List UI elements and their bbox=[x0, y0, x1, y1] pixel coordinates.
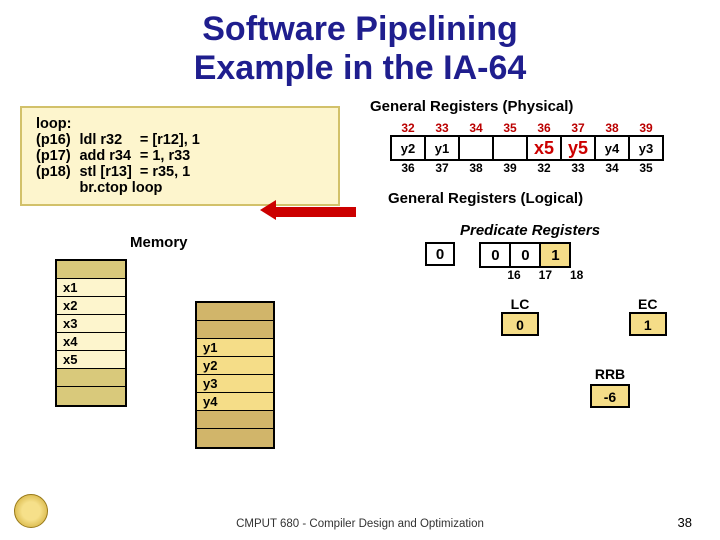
reg-log-num: 38 bbox=[459, 160, 493, 175]
reg-cell: y4 bbox=[595, 136, 629, 160]
ec-label: EC bbox=[618, 296, 678, 312]
register-physical-table: 32 33 34 35 36 37 38 39 y2 y1 x5 y5 y4 y… bbox=[390, 120, 664, 175]
reg-log-num: 34 bbox=[595, 160, 629, 175]
pred-num: 16 bbox=[500, 268, 528, 282]
code-args: = 1, r33 bbox=[136, 148, 204, 164]
reg-cell bbox=[459, 136, 493, 160]
reg-log-num: 32 bbox=[527, 160, 561, 175]
pred-cell: 0 bbox=[480, 243, 510, 267]
predicate-title: Predicate Registers bbox=[460, 222, 600, 239]
reg-log-num: 35 bbox=[629, 160, 663, 175]
reg-phys-num: 35 bbox=[493, 120, 527, 136]
reg-log-num: 36 bbox=[391, 160, 425, 175]
reg-phys-num: 38 bbox=[595, 120, 629, 136]
pred-num: 17 bbox=[531, 268, 559, 282]
memory-label: Memory bbox=[130, 234, 188, 251]
code-tag: (p16) bbox=[32, 132, 75, 148]
mem-row: y3 bbox=[197, 375, 273, 393]
mem-row: x5 bbox=[57, 351, 125, 369]
reg-cell: y1 bbox=[425, 136, 459, 160]
footer-text: CMPUT 680 - Compiler Design and Optimiza… bbox=[0, 518, 720, 530]
red-arrow bbox=[260, 204, 356, 222]
code-tag: loop: bbox=[32, 116, 75, 132]
code-instr: br.ctop loop bbox=[75, 180, 203, 196]
code-tag: (p18) bbox=[32, 164, 75, 180]
mem-row bbox=[197, 429, 273, 447]
rrb-value: -6 bbox=[590, 384, 630, 408]
reg-phys-num: 34 bbox=[459, 120, 493, 136]
mem-row: y4 bbox=[197, 393, 273, 411]
memory-block-b: y1 y2 y3 y4 bbox=[195, 301, 275, 449]
mem-row bbox=[57, 387, 125, 405]
reg-cell bbox=[493, 136, 527, 160]
reg-log-num: 39 bbox=[493, 160, 527, 175]
mem-row: x2 bbox=[57, 297, 125, 315]
reg-cell-highlight: y5 bbox=[561, 136, 595, 160]
lc-value: 0 bbox=[501, 312, 539, 336]
reg-cell: y3 bbox=[629, 136, 663, 160]
pred-cell: 0 bbox=[510, 243, 540, 267]
reg-phys-num: 37 bbox=[561, 120, 595, 136]
reg-phys-num: 33 bbox=[425, 120, 459, 136]
ec-value: 1 bbox=[629, 312, 667, 336]
slide-number: 38 bbox=[678, 515, 692, 530]
code-args: = [r12], 1 bbox=[136, 132, 204, 148]
mem-row: x3 bbox=[57, 315, 125, 333]
mem-row bbox=[197, 411, 273, 429]
code-instr: ldl r32 bbox=[75, 132, 135, 148]
mem-row: y2 bbox=[197, 357, 273, 375]
slide-title: Software Pipelining Example in the IA-64 bbox=[0, 0, 720, 88]
title-line2: Example in the IA-64 bbox=[0, 49, 720, 88]
reg-cell: y2 bbox=[391, 136, 425, 160]
code-table: loop: (p16)ldl r32= [r12], 1 (p17)add r3… bbox=[32, 116, 204, 196]
pred-num: 18 bbox=[563, 268, 591, 282]
general-phys-title: General Registers (Physical) bbox=[370, 98, 573, 115]
code-instr: add r34 bbox=[75, 148, 135, 164]
code-tag: (p17) bbox=[32, 148, 75, 164]
mem-row: y1 bbox=[197, 339, 273, 357]
mem-row: x1 bbox=[57, 279, 125, 297]
lc-label: LC bbox=[490, 296, 550, 312]
reg-cell-highlight: x5 bbox=[527, 136, 561, 160]
predicate-registers: 0 0 0 1 bbox=[425, 242, 571, 268]
mem-row: x4 bbox=[57, 333, 125, 351]
mem-row bbox=[57, 369, 125, 387]
title-line1: Software Pipelining bbox=[0, 10, 720, 49]
reg-phys-num: 32 bbox=[391, 120, 425, 136]
lc-ec-counters: LC EC 0 1 bbox=[490, 296, 678, 336]
reg-phys-num: 39 bbox=[629, 120, 663, 136]
mem-row bbox=[197, 321, 273, 339]
reg-log-num: 37 bbox=[425, 160, 459, 175]
memory-block-a: x1 x2 x3 x4 x5 bbox=[55, 259, 127, 407]
code-box: loop: (p16)ldl r32= [r12], 1 (p17)add r3… bbox=[20, 106, 340, 206]
general-log-title: General Registers (Logical) bbox=[388, 190, 583, 207]
pred-cell-highlight: 1 bbox=[540, 243, 570, 267]
code-args: = r35, 1 bbox=[136, 164, 204, 180]
mem-row bbox=[57, 261, 125, 279]
predicate-numbers: 16 17 18 bbox=[500, 268, 591, 282]
rrb-counter: RRB -6 bbox=[590, 366, 630, 408]
rrb-label: RRB bbox=[590, 366, 630, 382]
pred-zero: 0 bbox=[425, 242, 455, 266]
reg-log-num: 33 bbox=[561, 160, 595, 175]
mem-row bbox=[197, 303, 273, 321]
reg-phys-num: 36 bbox=[527, 120, 561, 136]
code-instr: stl [r13] bbox=[75, 164, 135, 180]
